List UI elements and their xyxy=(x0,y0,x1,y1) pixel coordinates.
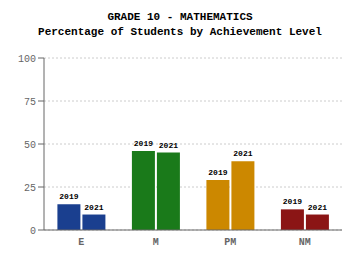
svg-text:2021: 2021 xyxy=(233,149,252,158)
svg-text:2021: 2021 xyxy=(308,203,327,212)
svg-text:M: M xyxy=(153,237,159,248)
svg-text:PM: PM xyxy=(224,237,236,248)
svg-text:NM: NM xyxy=(299,237,311,248)
svg-text:25: 25 xyxy=(24,183,36,194)
html-text:Percentage of Students by Achi: Percentage of Students by Achievement Le… xyxy=(38,26,322,38)
svg-text:75: 75 xyxy=(24,97,36,108)
svg-text:2019: 2019 xyxy=(59,192,78,201)
svg-text:2021: 2021 xyxy=(84,203,103,212)
svg-text:E: E xyxy=(78,237,84,248)
html-text:GRADE 10 - MATHEMATICS: GRADE 10 - MATHEMATICS xyxy=(107,11,253,23)
svg-text:2019: 2019 xyxy=(283,197,302,206)
svg-text:2019: 2019 xyxy=(208,168,227,177)
svg-text:50: 50 xyxy=(24,140,36,151)
svg-text:2019: 2019 xyxy=(134,139,153,148)
svg-text:0: 0 xyxy=(30,226,36,237)
svg-text:100: 100 xyxy=(18,54,36,65)
svg-text:2021: 2021 xyxy=(159,141,178,150)
